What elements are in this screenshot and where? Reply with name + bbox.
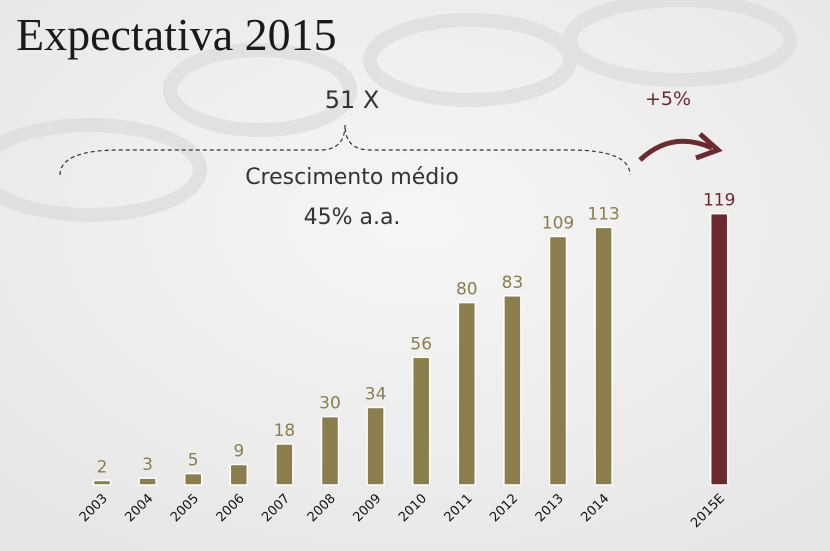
bar bbox=[548, 235, 568, 486]
value-label: 30 bbox=[319, 394, 341, 414]
value-label: 34 bbox=[365, 384, 387, 404]
annotation: 51 X bbox=[325, 86, 380, 114]
bar bbox=[457, 301, 477, 486]
bar bbox=[709, 212, 729, 486]
background-decoration bbox=[0, 0, 797, 222]
bar bbox=[138, 477, 157, 486]
annotation: +5% bbox=[645, 88, 691, 110]
brace bbox=[59, 124, 631, 176]
value-label: 18 bbox=[274, 421, 296, 441]
value-label: 109 bbox=[542, 213, 574, 233]
bar bbox=[320, 415, 340, 486]
value-label: 113 bbox=[587, 204, 619, 224]
bar bbox=[183, 472, 203, 486]
value-label: 80 bbox=[456, 280, 478, 300]
bar bbox=[594, 226, 613, 486]
bar bbox=[503, 295, 522, 486]
value-label: 56 bbox=[410, 334, 432, 354]
value-label: 3 bbox=[142, 455, 153, 475]
bar bbox=[229, 463, 249, 486]
value-label: 5 bbox=[188, 451, 199, 471]
bar bbox=[275, 443, 294, 486]
annotation: Crescimento médio bbox=[245, 165, 459, 190]
value-label: 9 bbox=[233, 441, 244, 461]
annotation: 45% a.a. bbox=[304, 205, 401, 230]
arrow bbox=[638, 138, 714, 162]
value-label: 2 bbox=[97, 457, 108, 477]
value-label: 83 bbox=[502, 273, 524, 293]
bar bbox=[411, 356, 431, 486]
value-label: 119 bbox=[703, 191, 735, 211]
chart-title: Expectativa 2015 bbox=[16, 9, 337, 60]
arrow-head bbox=[695, 132, 723, 161]
bar bbox=[92, 479, 112, 486]
bar bbox=[366, 406, 385, 486]
